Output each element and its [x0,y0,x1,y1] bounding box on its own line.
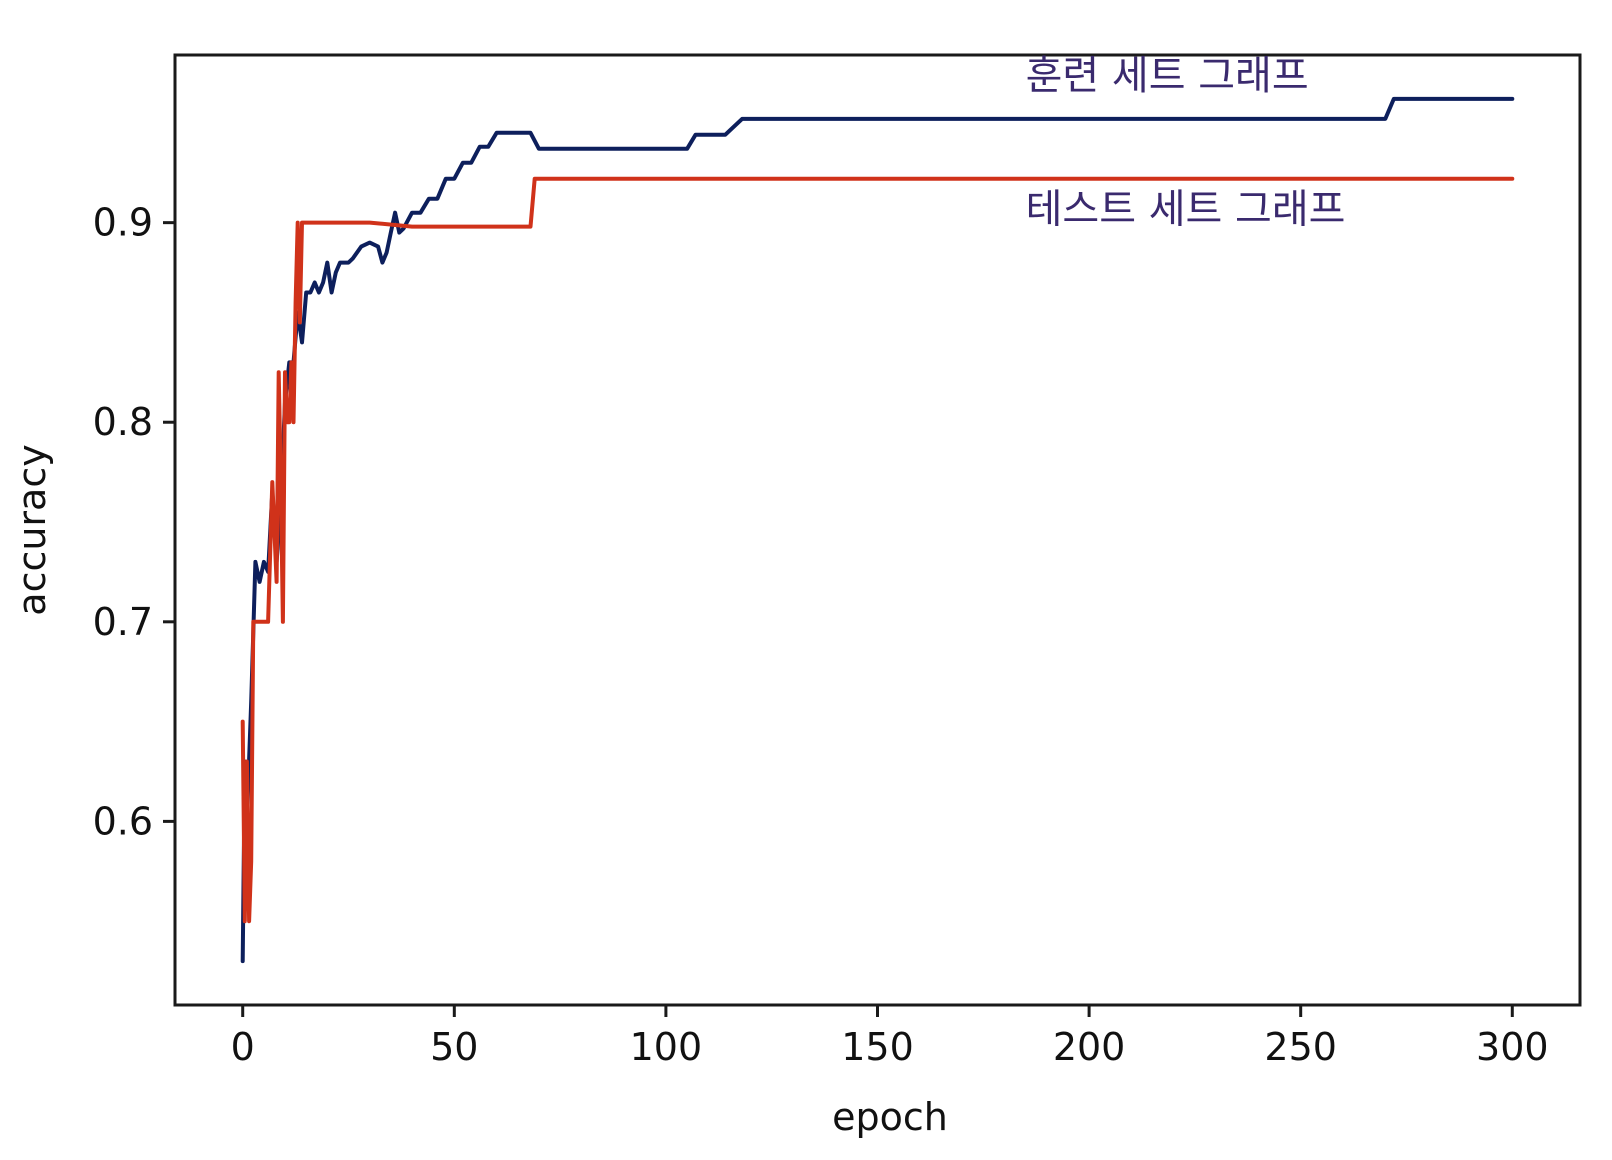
series-line-2 [240,176,1515,924]
x-tick-label: 300 [1476,1025,1549,1069]
x-tick-label: 50 [430,1025,478,1069]
y-tick-label: 0.6 [93,799,153,843]
x-tick-label: 0 [231,1025,255,1069]
x-tick-label: 200 [1053,1025,1126,1069]
x-tick-label: 100 [630,1025,703,1069]
y-tick-label: 0.8 [93,400,153,444]
y-axis-label: accuracy [10,444,54,615]
annotation-label-1: 훈련 세트 그래프 [1026,53,1309,99]
y-tick-label: 0.9 [93,201,153,245]
y-axis-ticks: 0.6 0.7 0.8 0.9 [93,201,175,843]
x-axis-ticks: 0 50 100 150 200 250 300 [231,1005,1549,1069]
x-axis-label: epoch [832,1095,948,1139]
series-layer [240,96,1515,964]
annotation-label-2: 테스트 세트 그래프 [1026,187,1346,233]
y-tick-label: 0.7 [93,600,153,644]
x-tick-label: 150 [841,1025,914,1069]
plot-frame [173,53,1582,1007]
x-tick-label: 250 [1264,1025,1337,1069]
